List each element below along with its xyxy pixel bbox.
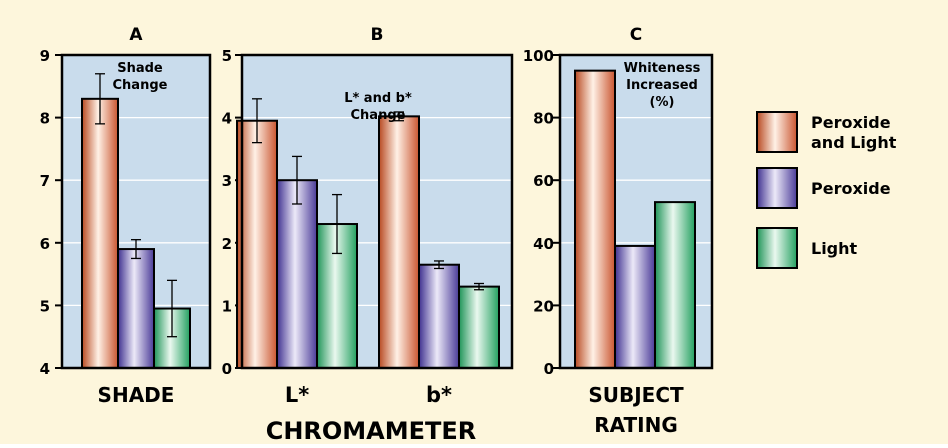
bar-peroxide — [614, 244, 656, 369]
plot-frame — [558, 53, 714, 370]
panel-annotation: (%) — [650, 95, 675, 110]
y-tick-label: 0 — [222, 360, 232, 378]
y-tick-label: 0 — [544, 360, 554, 378]
legend-swatch — [756, 111, 798, 153]
y-tick-label: 40 — [533, 235, 554, 253]
bar-peroxide-and-light — [574, 69, 616, 370]
x-axis-label: SHADE — [98, 383, 175, 407]
y-tick-label: 1 — [222, 297, 232, 315]
legend-label: and Light — [811, 133, 897, 152]
panel-title: B — [371, 25, 384, 45]
panel-annotation: Whiteness — [624, 61, 701, 76]
bar-peroxide — [418, 263, 460, 369]
legend-swatch — [756, 167, 798, 209]
bar-light — [458, 285, 500, 369]
legend-label: Peroxide — [811, 113, 891, 132]
y-tick-label: 20 — [533, 297, 554, 315]
y-tick-label: 8 — [40, 110, 50, 128]
y-tick-label: 5 — [222, 47, 232, 65]
y-tick-label: 4 — [40, 360, 50, 378]
panel-title: A — [129, 25, 143, 45]
bar-peroxide-and-light — [378, 115, 420, 369]
panel-a: 4 5 6 7 8 9 A Shade Change SHADE — [40, 25, 212, 407]
y-tick-label: 100 — [523, 47, 554, 65]
legend-swatch — [756, 227, 798, 269]
y-tick-label: 5 — [40, 297, 50, 315]
panel-annotation: Change — [113, 78, 168, 93]
bar-peroxide-and-light — [81, 97, 119, 369]
legend-label: Light — [811, 239, 858, 258]
y-tick-label: 7 — [40, 172, 50, 190]
category-label: L* — [285, 383, 309, 407]
y-tick-label: 3 — [222, 172, 232, 190]
panel-annotation: Increased — [626, 78, 698, 93]
panel-annotation: Shade — [117, 61, 163, 76]
y-tick-label: 60 — [533, 172, 554, 190]
panel-c: 0 20 40 60 80 100 C Whiteness Increased (%) SUBJEC… — [523, 25, 714, 437]
y-tick-label: 4 — [222, 110, 232, 128]
y-tick-label: 6 — [40, 235, 50, 253]
x-axis-label: SUBJECT — [588, 383, 684, 407]
panel-b: 0 1 2 3 4 5 L* b* B L* and b* Change CHROMAMETER — [222, 25, 514, 445]
panel-annotation: Change — [351, 108, 406, 123]
bar-peroxide — [117, 248, 155, 369]
legend-label: Peroxide — [811, 179, 891, 198]
y-tick-label: 2 — [222, 235, 232, 253]
bar-light — [654, 201, 696, 369]
x-axis-label: RATING — [594, 413, 678, 437]
y-tick-label: 80 — [533, 110, 554, 128]
y-tick-label: 9 — [40, 47, 50, 65]
category-label: b* — [426, 383, 452, 407]
bar-peroxide — [276, 179, 318, 369]
panel-annotation: L* and b* — [344, 91, 412, 106]
plot-frame — [60, 53, 212, 370]
x-axis-label: CHROMAMETER — [266, 417, 477, 444]
panel-title: C — [630, 25, 642, 45]
plot-frame — [240, 53, 514, 370]
